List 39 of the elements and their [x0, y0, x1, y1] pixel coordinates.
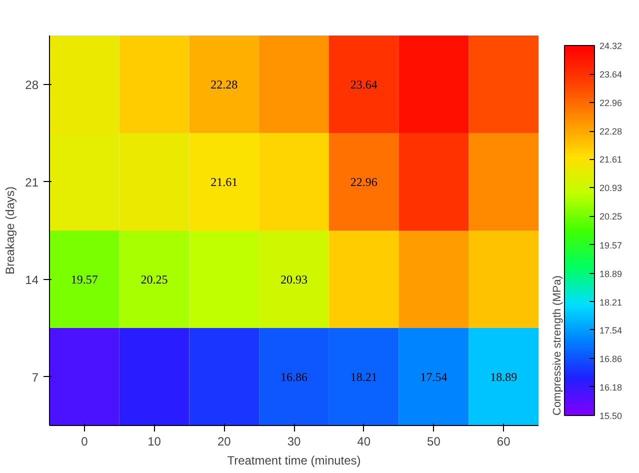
x-tick-label: 0 — [81, 434, 88, 448]
color-bar-label: 16.86 — [600, 354, 622, 364]
annotation: 22.28 — [210, 77, 238, 92]
x-axis-title: Treatment time (minutes) — [227, 454, 361, 468]
x-tick-label: 30 — [287, 434, 301, 448]
color-bar-title: Compressive strength (MPa) — [552, 276, 564, 416]
color-bar-label: 21.61 — [600, 154, 622, 165]
y-tick-label: 14 — [25, 272, 39, 287]
x-tick-label: 20 — [217, 434, 232, 448]
y-tick-label: 7 — [32, 370, 39, 384]
x-tick-label: 10 — [148, 434, 162, 448]
color-bar-label: 22.28 — [600, 126, 622, 137]
y-tick-label: 28 — [25, 78, 39, 92]
color-bar-label: 20.25 — [600, 212, 622, 222]
x-tick-label: 40 — [357, 434, 371, 448]
color-bar-label: 23.64 — [600, 70, 622, 80]
color-bar-label: 17.54 — [600, 325, 622, 336]
annotation: 17.54 — [420, 370, 448, 384]
annotation: 22.96 — [350, 174, 378, 189]
color-bar-label: 20.93 — [600, 183, 622, 194]
annotation: 21.61 — [210, 174, 238, 189]
annotation: 18.21 — [350, 370, 378, 384]
y-axis-title: Breakage (days) — [3, 186, 18, 275]
color-bar-label: 15.50 — [600, 411, 622, 421]
color-bar-label: 16.18 — [600, 382, 622, 392]
color-bar-label: 19.57 — [600, 240, 622, 250]
y-tick-label: 21 — [25, 175, 39, 190]
color-bar-label: 22.96 — [600, 98, 622, 108]
x-tick-label: 50 — [427, 434, 441, 448]
annotation: 20.25 — [140, 272, 168, 286]
color-bar-label: 18.21 — [600, 297, 622, 308]
color-bar-label: 24.32 — [600, 41, 622, 51]
annotation: 20.93 — [280, 272, 308, 286]
annotation: 23.64 — [350, 77, 378, 92]
annotation: 16.86 — [280, 370, 308, 384]
color-bar-label: 18.89 — [600, 268, 622, 279]
annotation: 19.57 — [70, 272, 98, 286]
annotation: 18.89 — [490, 370, 518, 384]
x-tick-label: 60 — [496, 434, 511, 448]
